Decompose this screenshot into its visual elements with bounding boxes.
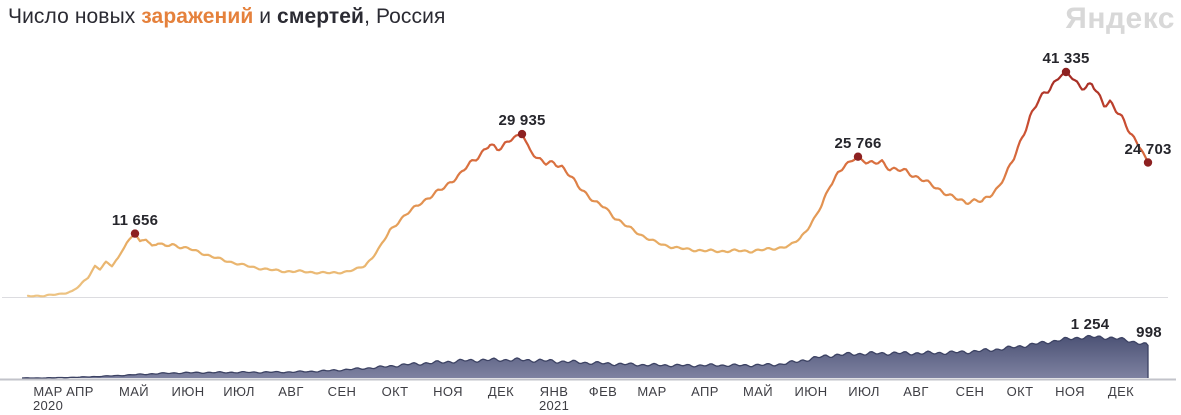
month-label: МАР xyxy=(33,384,63,399)
month-label: ИЮН xyxy=(171,384,205,399)
month-label: МАЙ xyxy=(742,384,774,399)
value-label: 24 703 xyxy=(1124,140,1172,158)
month-label: ДЕК xyxy=(1107,384,1135,399)
peak-marker-dot xyxy=(1143,158,1153,167)
value-label: 25 766 xyxy=(834,134,882,152)
peak-marker-dot xyxy=(130,229,140,238)
month-label: АПР xyxy=(691,384,719,399)
month-label: МАР xyxy=(637,384,667,399)
title-and-word: и xyxy=(253,5,278,28)
month-label: АПР xyxy=(66,384,94,399)
month-label: АВГ xyxy=(903,384,929,399)
year-label: 2020 xyxy=(33,398,64,413)
title-infections-word: заражений xyxy=(141,5,254,28)
peak-marker-dot xyxy=(853,152,863,161)
month-label: НОЯ xyxy=(1055,384,1085,399)
month-label: АВГ xyxy=(278,384,304,399)
month-label: ОКТ xyxy=(381,384,409,399)
title-region: , Россия xyxy=(364,5,446,28)
chart-title: Число новых заражений и смертей, Россия xyxy=(8,5,445,29)
month-label: ЯНВ xyxy=(539,384,569,399)
month-label: СЕН xyxy=(955,384,985,399)
value-label: 11 656 xyxy=(111,211,159,229)
deaths-area xyxy=(22,335,1148,379)
infections-line xyxy=(26,70,1150,298)
peak-marker-dot xyxy=(517,129,527,139)
month-label: ОКТ xyxy=(1006,384,1034,399)
yandex-logo: Яндекс xyxy=(1065,2,1175,35)
value-label: 29 935 xyxy=(498,112,546,130)
month-label: СЕН xyxy=(327,384,357,399)
month-label: ИЮЛ xyxy=(223,384,255,399)
deaths-area-edge xyxy=(21,334,1149,379)
value-label: 998 xyxy=(1136,324,1162,342)
value-label: 41 335 xyxy=(1042,50,1090,67)
month-label: ИЮН xyxy=(794,384,828,399)
value-label: 1 254 xyxy=(1070,316,1110,333)
title-deaths-word: смертей xyxy=(277,5,365,28)
month-label: НОЯ xyxy=(433,384,463,399)
month-label: ДЕК xyxy=(487,384,515,399)
month-label: ИЮЛ xyxy=(848,384,880,399)
peak-marker-dot xyxy=(1061,67,1071,77)
title-text: Число новых xyxy=(8,5,142,28)
month-label: ФЕВ xyxy=(588,384,618,399)
year-label: 2021 xyxy=(539,398,570,413)
month-label: МАЙ xyxy=(118,384,150,399)
